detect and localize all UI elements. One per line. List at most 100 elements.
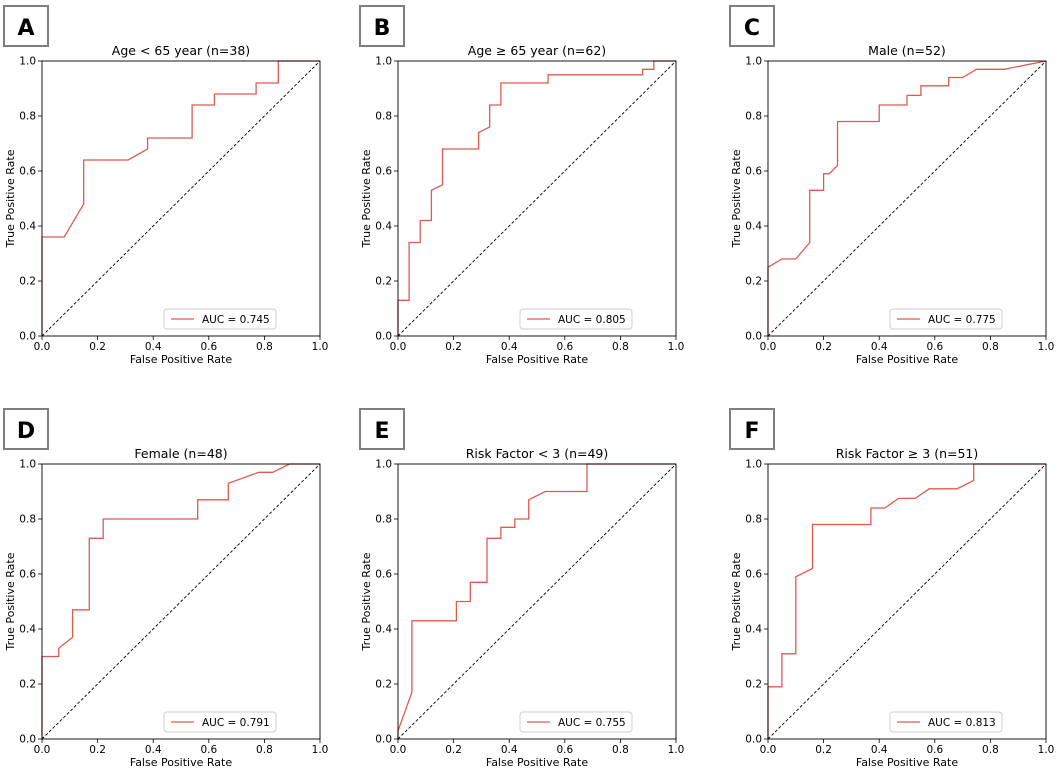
x-axis-label: False Positive Rate <box>130 353 232 366</box>
legend-box <box>163 711 277 733</box>
x-tick-label: 0.6 <box>200 341 217 353</box>
x-tick-label: 0.6 <box>556 341 573 353</box>
chart-title: Male (n=52) <box>868 43 946 58</box>
y-axis-label: True Positive Rate <box>730 149 743 248</box>
roc-curve <box>767 60 1047 336</box>
chart-title: Age < 65 year (n=38) <box>112 43 250 58</box>
x-tick-label: 1.0 <box>312 744 329 756</box>
x-tick-label: 0.2 <box>89 744 106 756</box>
y-tick-label: 0.8 <box>745 111 762 123</box>
x-tick-label: 0.2 <box>89 341 106 353</box>
x-tick-label: 0.4 <box>871 744 888 756</box>
x-axis-label: False Positive Rate <box>856 756 958 768</box>
y-tick-label: 1.0 <box>19 459 36 471</box>
x-tick-label: 0.4 <box>871 341 888 353</box>
y-tick-label: 0.8 <box>745 514 762 526</box>
x-axis-label: False Positive Rate <box>486 353 588 366</box>
x-tick-label: 0.0 <box>34 744 51 756</box>
legend-box <box>163 308 277 330</box>
plot-frame <box>397 463 677 740</box>
y-tick-label: 0.6 <box>375 166 392 178</box>
x-axis-label: False Positive Rate <box>130 756 232 768</box>
x-tick-label: 0.2 <box>445 744 462 756</box>
x-tick-label: 0.8 <box>256 744 273 756</box>
y-axis-label: True Positive Rate <box>4 149 17 248</box>
y-tick-label: 0.2 <box>375 679 392 691</box>
roc-curve <box>41 60 320 336</box>
y-tick-label: 0.0 <box>19 331 36 343</box>
roc-panel-b: B Age ≥ 65 year (n=62) 0.0 0.2 0.4 0.6 0.8 1.0 0… <box>359 5 685 366</box>
roc-curve <box>41 463 320 739</box>
y-tick-label: 0.4 <box>375 624 392 636</box>
y-tick-label: 0.6 <box>745 569 762 581</box>
x-tick-label: 0.8 <box>982 341 999 353</box>
x-tick-label: 0.4 <box>145 341 162 353</box>
chart-title: Risk Factor < 3 (n=49) <box>466 446 609 461</box>
panel-label: F <box>744 419 759 444</box>
x-tick-label: 0.2 <box>815 744 832 756</box>
y-tick-label: 0.8 <box>375 514 392 526</box>
legend-box <box>889 308 1003 330</box>
roc-panel-e: E Risk Factor < 3 (n=49) 0.0 0.2 0.4 0.6 0.8 1.… <box>359 408 684 768</box>
panel-label: C <box>744 16 760 41</box>
roc-curve <box>397 463 676 739</box>
y-tick-label: 0.0 <box>19 734 36 746</box>
y-tick-label: 0.4 <box>19 221 36 233</box>
plot-frame <box>767 463 1047 740</box>
y-tick-label: 1.0 <box>375 459 392 471</box>
plot-frame <box>41 463 321 740</box>
legend-label: AUC = 0.791 <box>202 717 270 729</box>
y-tick-label: 0.2 <box>745 679 762 691</box>
legend-label: AUC = 0.755 <box>558 717 626 729</box>
roc-panel-c: C Male (n=52) 0.0 0.2 0.4 0.6 0.8 1.0 0.0 0.2 0.4 0… <box>729 5 1055 366</box>
y-tick-label: 0.0 <box>745 331 762 343</box>
legend-box <box>519 711 633 733</box>
y-tick-label: 1.0 <box>375 56 392 68</box>
legend-box <box>889 711 1003 733</box>
x-tick-label: 0.0 <box>390 341 407 353</box>
panel-label: D <box>17 419 35 444</box>
x-tick-label: 0.6 <box>926 341 943 353</box>
roc-curve <box>767 463 1046 739</box>
x-tick-label: 0.0 <box>390 744 407 756</box>
legend-label: AUC = 0.805 <box>558 314 626 326</box>
chance-diagonal-line <box>41 60 321 337</box>
chance-diagonal-line <box>397 60 677 337</box>
y-tick-label: 1.0 <box>745 459 762 471</box>
x-tick-label: 0.4 <box>145 744 162 756</box>
x-tick-label: 0.6 <box>556 744 573 756</box>
legend-label: AUC = 0.775 <box>928 314 996 326</box>
panel-label-box <box>729 5 775 47</box>
chance-diagonal-line <box>767 60 1047 337</box>
y-tick-label: 0.0 <box>375 734 392 746</box>
y-axis-label: True Positive Rate <box>360 149 373 248</box>
panel-label-box <box>729 408 775 450</box>
y-tick-label: 0.0 <box>375 331 392 343</box>
roc-panel-f: F Risk Factor ≥ 3 (n=51) 0.0 0.2 0.4 0.6 0.8 1.… <box>729 408 1054 768</box>
x-tick-label: 1.0 <box>1038 341 1055 353</box>
x-tick-label: 0.4 <box>501 341 518 353</box>
x-tick-label: 0.0 <box>34 341 51 353</box>
x-tick-label: 0.6 <box>200 744 217 756</box>
y-tick-label: 0.6 <box>375 569 392 581</box>
y-tick-label: 0.2 <box>19 276 36 288</box>
y-tick-label: 0.4 <box>375 221 392 233</box>
y-tick-label: 1.0 <box>19 56 36 68</box>
y-tick-label: 0.2 <box>375 276 392 288</box>
chance-diagonal-line <box>41 463 321 740</box>
x-tick-label: 1.0 <box>312 341 329 353</box>
roc-curve <box>397 60 676 336</box>
y-tick-label: 0.6 <box>745 166 762 178</box>
panel-label-box <box>3 5 49 47</box>
x-tick-label: 0.8 <box>612 341 629 353</box>
x-tick-label: 0.0 <box>760 341 777 353</box>
x-axis-label: False Positive Rate <box>856 353 958 366</box>
y-tick-label: 0.8 <box>375 111 392 123</box>
x-tick-label: 0.2 <box>445 341 462 353</box>
legend-label: AUC = 0.813 <box>928 717 996 729</box>
y-tick-label: 1.0 <box>745 56 762 68</box>
chance-diagonal-line <box>767 463 1047 740</box>
x-tick-label: 1.0 <box>668 341 685 353</box>
chart-title: Risk Factor ≥ 3 (n=51) <box>836 446 979 461</box>
panel-label: E <box>374 419 389 444</box>
